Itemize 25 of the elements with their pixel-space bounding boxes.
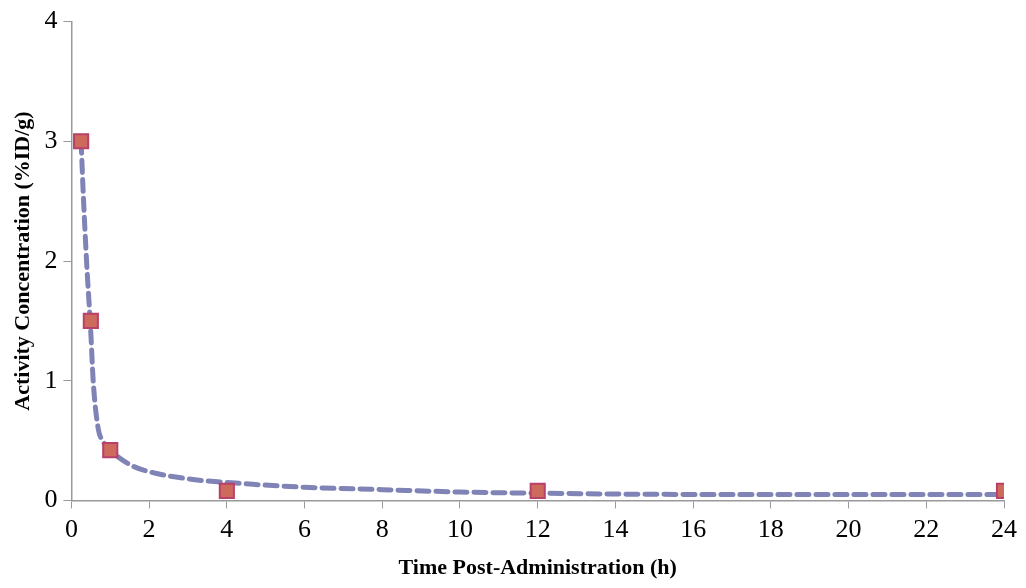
point: [73, 133, 90, 150]
y-tick-label: 0: [44, 484, 58, 514]
x-tick-label: 16: [680, 513, 707, 543]
y-tick-label: 4: [44, 5, 58, 35]
x-tick-label: 20: [835, 513, 862, 543]
x-tick-label: 24: [991, 513, 1017, 543]
y-tick-label: 3: [44, 125, 58, 155]
x-tick-label: 4: [220, 513, 234, 543]
point: [529, 482, 546, 499]
x-tick-label: 8: [375, 513, 389, 543]
x-axis-title: Time Post-Administration (h): [398, 554, 677, 580]
x-tick-label: 10: [446, 513, 473, 543]
point: [102, 442, 119, 459]
point: [82, 312, 99, 329]
point: [218, 482, 235, 499]
x-tick-label: 2: [142, 513, 156, 543]
y-axis-title: Activity Concentration (%ID/g): [8, 111, 34, 411]
x-tick-label: 14: [602, 513, 629, 543]
x-tick-label: 12: [524, 513, 551, 543]
x-tick-label: 6: [298, 513, 312, 543]
x-tick-label: 0: [64, 513, 78, 543]
x-tick-label: 22: [913, 513, 940, 543]
y-tick-label: 1: [44, 364, 58, 394]
y-tick-label: 2: [44, 244, 58, 274]
x-tick-label: 18: [757, 513, 784, 543]
